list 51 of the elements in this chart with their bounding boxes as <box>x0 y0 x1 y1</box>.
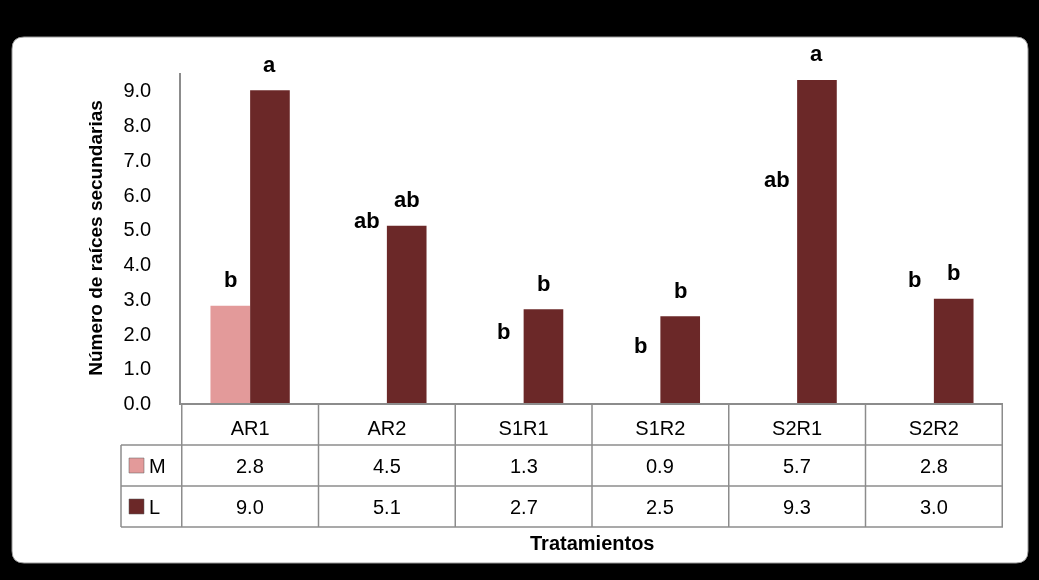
data-label: 9.3 <box>783 496 811 518</box>
y-tick-label: 3.0 <box>123 287 152 310</box>
annotation: b <box>674 278 688 303</box>
data-label: 3.0 <box>920 496 948 518</box>
annotation: b <box>497 319 511 344</box>
data-label: 2.8 <box>236 455 264 477</box>
text: 0.9 <box>646 455 674 477</box>
annotation: ab <box>764 167 790 192</box>
annotation: ab <box>394 187 420 212</box>
x-tick-label: S1R1 <box>498 416 549 439</box>
y-tick-label: 4.0 <box>123 253 152 276</box>
bar <box>523 309 564 403</box>
y-tick-label: 6.0 <box>123 183 152 206</box>
annotation: a <box>810 41 823 66</box>
annotation: b <box>947 260 961 285</box>
annotation: b <box>908 267 922 292</box>
annotation: b <box>224 267 238 292</box>
legend-label: L <box>149 496 161 518</box>
bar <box>933 298 974 403</box>
annotation: ab <box>354 208 380 233</box>
annotation: b <box>634 333 648 358</box>
text: 2.8 <box>920 455 948 477</box>
data-label: 2.5 <box>646 496 674 518</box>
y-tick-label: 2.0 <box>123 322 152 345</box>
y-tick-label: 7.0 <box>123 148 152 171</box>
annotation: a <box>263 52 276 77</box>
bar <box>250 90 290 403</box>
text: 4.5 <box>373 455 401 477</box>
y-tick-label: 5.0 <box>123 218 152 241</box>
y-tick-label: 0.0 <box>123 392 152 414</box>
x-tick-label: S1R2 <box>635 416 686 439</box>
annotation: b <box>537 271 551 296</box>
x-tick-label: AR2 <box>367 416 407 439</box>
bar <box>660 316 701 403</box>
x-tick-label: S2R2 <box>908 416 959 439</box>
y-axis-title: Número de raíces secundarias <box>84 100 106 376</box>
x-axis-title: Tratamientos <box>530 532 655 554</box>
x-tick-label: AR1 <box>230 416 270 439</box>
bar <box>386 225 427 403</box>
data-label: 2.7 <box>510 496 538 518</box>
x-tick-label: S2R1 <box>772 416 823 439</box>
bar <box>797 79 837 403</box>
y-tick-label: 9.0 <box>123 79 152 102</box>
y-tick-label: 1.0 <box>123 357 152 380</box>
text: 1.3 <box>510 455 538 477</box>
legend-label: M <box>149 455 166 477</box>
bar <box>210 305 251 403</box>
text: 5.7 <box>783 455 811 477</box>
data-label: 9.0 <box>236 496 264 518</box>
data-label: 5.1 <box>373 496 401 518</box>
y-tick-label: 8.0 <box>123 114 152 137</box>
